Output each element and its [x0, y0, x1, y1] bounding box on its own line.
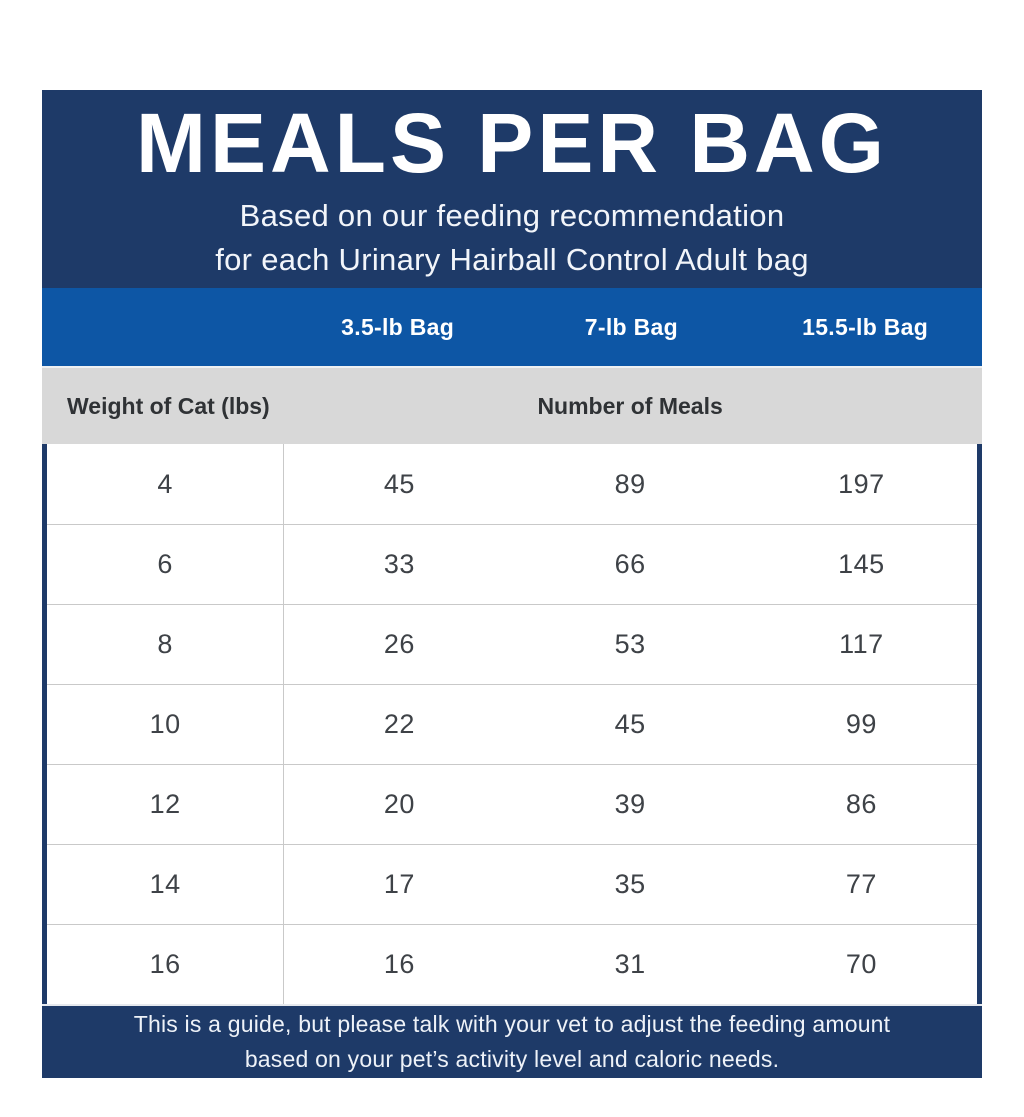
weight-column-label: Weight of Cat (lbs)	[67, 392, 270, 419]
footer-line-2: based on your pet’s activity level and c…	[244, 1046, 780, 1072]
meals-cell: 22	[283, 685, 514, 764]
meals-cell: 66	[614, 549, 646, 579]
subtitle-line-1: Based on our feeding recommendation	[239, 198, 785, 233]
header-banner: MEALS PER BAG Based on our feeding recom…	[42, 90, 982, 288]
page-title: MEALS PER BAG	[135, 96, 889, 190]
number-of-meals-label: Number of Meals	[537, 392, 723, 419]
meals-cell: 20	[283, 765, 514, 844]
weight-cell: 4	[157, 468, 173, 499]
meals-cell: 70	[845, 949, 877, 979]
meals-cell: 117	[839, 629, 884, 659]
page-subtitle: Based on our feeding recommendation for …	[42, 194, 982, 282]
weight-cell: 10	[149, 709, 181, 739]
weight-cell: 6	[157, 549, 173, 579]
table-row: 16 16 31 70	[47, 924, 977, 1004]
meals-cell: 17	[283, 845, 514, 924]
meals-cell: 26	[283, 605, 514, 684]
meals-cell: 77	[845, 869, 877, 899]
meals-cell: 145	[838, 549, 885, 579]
table-row: 8 26 53 117	[47, 604, 977, 684]
meals-cell: 89	[614, 468, 646, 499]
meals-cell: 39	[614, 789, 646, 819]
meals-cell: 86	[845, 789, 877, 819]
table-row: 4 45 89 197	[47, 444, 977, 524]
meals-per-bag-infographic: MEALS PER BAG Based on our feeding recom…	[42, 90, 982, 1078]
column-header-3-5-lb-bag: 3.5-lb Bag	[341, 313, 455, 340]
weight-cell: 12	[149, 789, 181, 819]
table-row: 10 22 45 99	[47, 684, 977, 764]
meals-cell: 99	[845, 709, 877, 739]
meals-cell: 45	[283, 444, 514, 524]
column-header-15-5-lb-bag: 15.5-lb Bag	[802, 313, 929, 340]
meals-cell: 45	[614, 709, 646, 739]
meals-cell: 33	[283, 525, 514, 604]
weight-cell: 8	[157, 629, 173, 659]
footer-note: This is a guide, but please talk with yo…	[42, 1004, 982, 1078]
weight-cell: 14	[149, 869, 181, 899]
table-row: 12 20 39 86	[47, 764, 977, 844]
bag-size-header-row: 3.5-lb Bag 7-lb Bag 15.5-lb Bag	[42, 288, 982, 366]
meals-cell: 53	[614, 629, 646, 659]
table-row: 14 17 35 77	[47, 844, 977, 924]
meals-cell: 16	[283, 925, 514, 1004]
table-row: 6 33 66 145	[47, 524, 977, 604]
column-header-7-lb-bag: 7-lb Bag	[584, 313, 678, 340]
weight-cell: 16	[149, 949, 181, 979]
sub-header-row: Weight of Cat (lbs) Number of Meals	[42, 366, 982, 444]
meals-cell: 197	[838, 468, 885, 499]
subtitle-line-2: for each Urinary Hairball Control Adult …	[215, 242, 809, 277]
meals-cell: 31	[614, 949, 646, 979]
table-body: 4 45 89 197 6 33 66 145 8 26 53 117 10 2…	[47, 444, 977, 1004]
meals-cell: 35	[614, 869, 646, 899]
footer-line-1: This is a guide, but please talk with yo…	[133, 1011, 891, 1037]
